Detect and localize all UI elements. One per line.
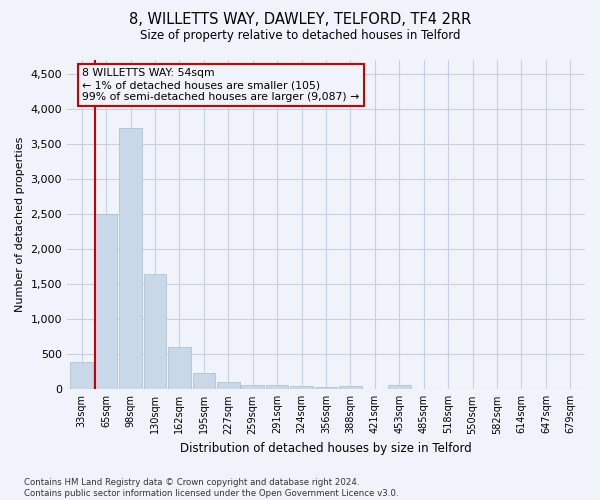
Bar — [168, 348, 191, 390]
Bar — [388, 386, 410, 390]
Bar — [144, 274, 166, 390]
Bar — [290, 386, 313, 390]
Bar — [217, 382, 239, 390]
Bar — [193, 373, 215, 390]
Bar — [266, 386, 289, 390]
Bar — [339, 386, 362, 390]
Bar — [119, 128, 142, 390]
Bar — [70, 362, 93, 390]
X-axis label: Distribution of detached houses by size in Telford: Distribution of detached houses by size … — [180, 442, 472, 455]
Text: 8 WILLETTS WAY: 54sqm
← 1% of detached houses are smaller (105)
99% of semi-deta: 8 WILLETTS WAY: 54sqm ← 1% of detached h… — [82, 68, 359, 102]
Y-axis label: Number of detached properties: Number of detached properties — [15, 137, 25, 312]
Bar — [315, 386, 337, 390]
Bar — [241, 385, 264, 390]
Text: Size of property relative to detached houses in Telford: Size of property relative to detached ho… — [140, 29, 460, 42]
Text: Contains HM Land Registry data © Crown copyright and database right 2024.
Contai: Contains HM Land Registry data © Crown c… — [24, 478, 398, 498]
Bar — [95, 214, 118, 390]
Text: 8, WILLETTS WAY, DAWLEY, TELFORD, TF4 2RR: 8, WILLETTS WAY, DAWLEY, TELFORD, TF4 2R… — [129, 12, 471, 28]
